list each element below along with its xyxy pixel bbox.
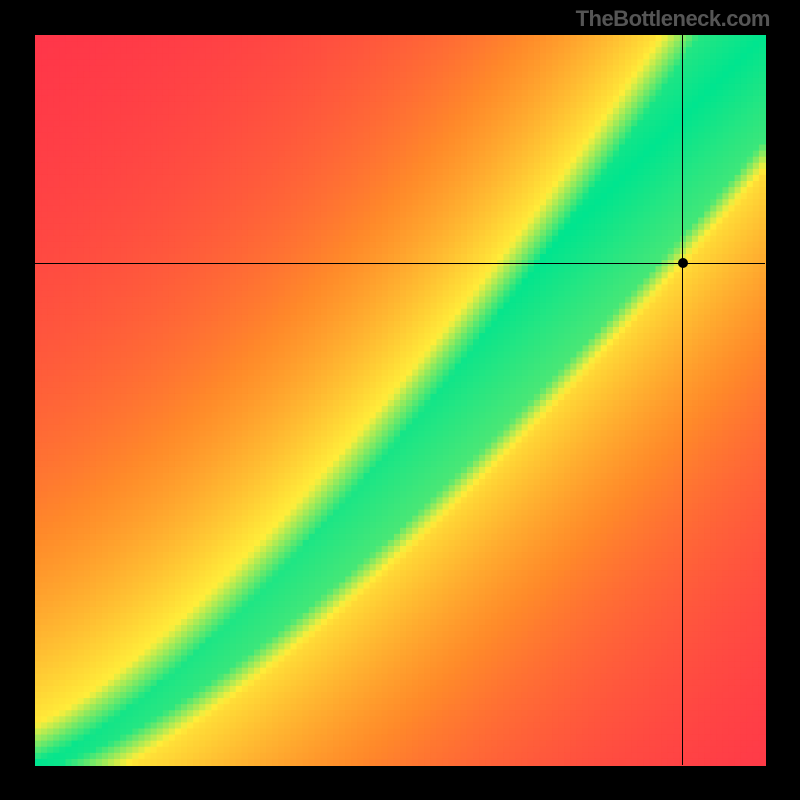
watermark-text: TheBottleneck.com [576,6,770,32]
bottleneck-heatmap [0,0,800,800]
crosshair-horizontal [35,263,765,264]
chart-stage: { "watermark": { "text": "TheBottleneck.… [0,0,800,800]
crosshair-vertical [682,35,683,765]
crosshair-dot [678,258,688,268]
